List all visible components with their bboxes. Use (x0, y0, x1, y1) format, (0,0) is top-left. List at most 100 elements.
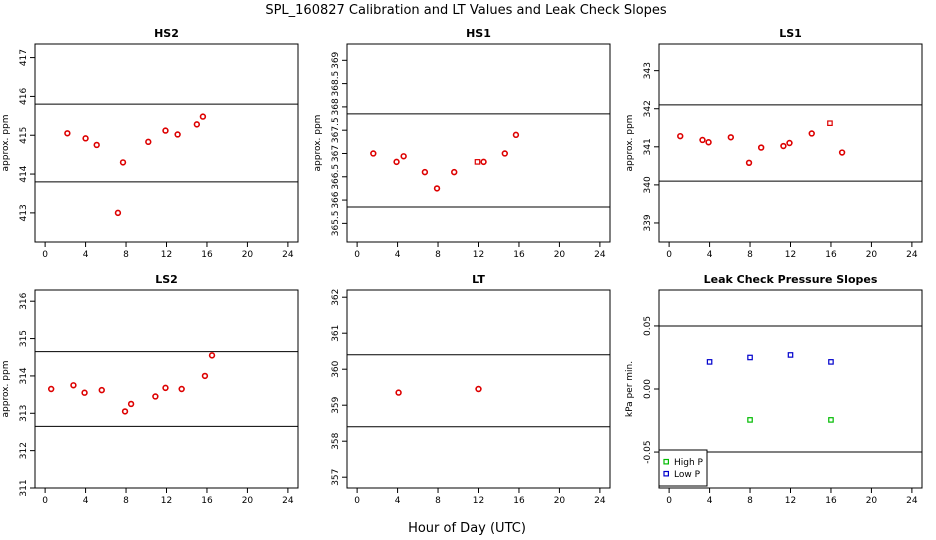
y-tick-label: 342 (643, 100, 653, 117)
data-point (400, 153, 407, 160)
x-tick-label: 0 (666, 250, 672, 260)
panel-3: LS1 approx. ppm 0 4 8 12 16 20 24 339 340 341 342 343 (625, 27, 923, 260)
y-tick-label: 365.5 (331, 210, 341, 236)
data-point (47, 385, 55, 393)
data-point (475, 385, 482, 393)
x-tick-label: 24 (594, 496, 606, 506)
x-tick-label: 16 (513, 250, 525, 260)
y-tick-label: 368 (331, 98, 341, 115)
data-point (474, 159, 481, 165)
y-tick-label: 357 (331, 469, 341, 486)
y-tick-label: 416 (19, 88, 29, 105)
data-point (119, 159, 127, 166)
data-point (93, 141, 100, 149)
data-point (193, 121, 201, 128)
data-point (370, 150, 377, 157)
y-tick-label: 413 (19, 204, 29, 221)
x-tick-label: 24 (282, 250, 294, 260)
data-point (121, 408, 129, 415)
x-tick-label: 4 (83, 250, 89, 260)
x-tick-label: 12 (785, 250, 796, 260)
data-point (677, 132, 684, 140)
y-tick-label: 315 (19, 330, 29, 347)
data-point (827, 120, 833, 127)
data-point (114, 209, 122, 217)
data-point (745, 159, 753, 167)
y-axis-label: approx. ppm (1, 361, 11, 418)
data-point (393, 158, 400, 166)
data-point (808, 130, 815, 137)
data-point (174, 131, 181, 138)
y-tick-label: 358 (331, 432, 341, 449)
data-point (787, 352, 794, 358)
data-point (838, 149, 846, 156)
x-tick-label: 24 (906, 250, 918, 260)
panel-5: LT 0 4 8 12 16 20 24 357 358 359 360 361 362 (331, 273, 611, 506)
y-tick-label: 414 (19, 165, 29, 182)
data-point (451, 168, 458, 176)
figure-title: SPL_160827 Calibration and LT Values and… (265, 3, 667, 18)
y-tick-label: 362 (331, 289, 341, 306)
plot-frame (34, 289, 299, 489)
x-tick-label: 4 (707, 250, 713, 260)
x-tick-label: 4 (83, 496, 89, 506)
x-tick-label: 0 (42, 250, 48, 260)
y-tick-label: 369 (331, 51, 341, 68)
y-tick-label: 415 (19, 127, 29, 144)
x-tick-label: 16 (825, 250, 837, 260)
x-tick-label: 12 (473, 496, 484, 506)
plot-frame (658, 43, 923, 243)
x-tick-label: 20 (866, 496, 878, 506)
y-tick-label: 0.05 (643, 316, 653, 336)
y-tick-label: 367 (331, 145, 341, 162)
data-point (178, 385, 185, 393)
x-tick-label: 24 (906, 496, 918, 506)
data-point (127, 400, 135, 408)
x-tick-label: 12 (161, 250, 172, 260)
data-point (757, 144, 765, 151)
panel-title: LS2 (155, 273, 178, 286)
plot-frame (34, 43, 299, 243)
x-tick-label: 0 (354, 250, 360, 260)
data-point (512, 131, 520, 139)
y-tick-label: 360 (331, 360, 341, 377)
x-tick-label: 0 (666, 496, 672, 506)
x-tick-label: 24 (594, 250, 606, 260)
y-tick-label: 339 (643, 214, 653, 231)
y-tick-label: 367.5 (331, 117, 341, 143)
x-tick-label: 8 (747, 250, 753, 260)
y-tick-label: 311 (19, 479, 29, 496)
legend-label: High P (674, 458, 704, 468)
data-point (98, 386, 105, 394)
x-tick-label: 20 (554, 250, 566, 260)
x-tick-label: 8 (747, 496, 753, 506)
data-point (395, 389, 402, 396)
y-axis-label: approx. ppm (625, 115, 635, 172)
data-point (747, 354, 753, 361)
data-point (705, 139, 712, 146)
x-tick-label: 16 (201, 250, 213, 260)
legend-marker (663, 470, 670, 477)
x-tick-label: 0 (42, 496, 48, 506)
y-tick-label: 343 (643, 62, 653, 79)
data-point (780, 142, 787, 150)
y-tick-label: 359 (331, 396, 341, 413)
plot-frame (346, 289, 611, 489)
data-point (70, 382, 77, 389)
y-axis-label: kPa per min. (625, 361, 635, 417)
data-point (145, 138, 152, 146)
y-tick-label: 316 (19, 292, 29, 309)
data-point (786, 139, 793, 147)
y-tick-label: 314 (19, 367, 29, 384)
y-tick-label: 368.5 (331, 71, 341, 97)
data-point (81, 389, 88, 396)
y-tick-label: 417 (19, 49, 29, 66)
x-tick-label: 12 (473, 250, 484, 260)
data-point (208, 352, 216, 359)
x-tick-label: 12 (785, 496, 796, 506)
data-point (501, 150, 508, 157)
data-point (727, 134, 735, 141)
y-tick-label: 0.00 (643, 379, 653, 399)
